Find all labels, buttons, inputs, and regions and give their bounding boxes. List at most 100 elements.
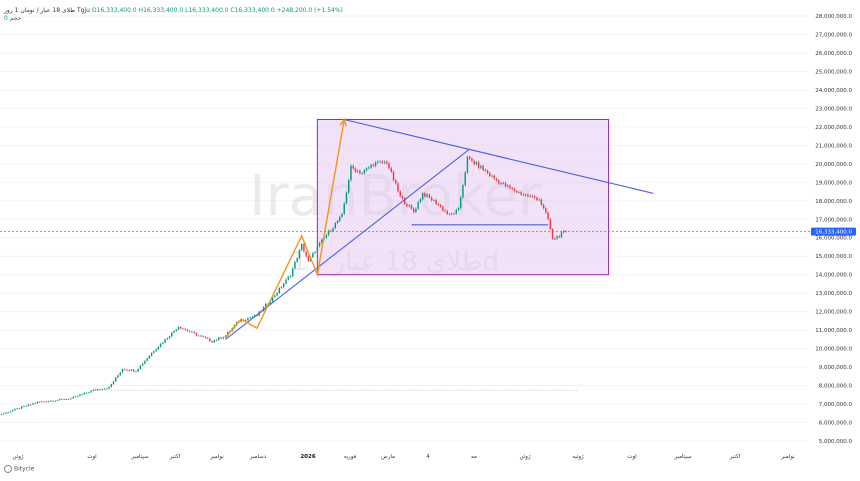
candle-body: [543, 205, 544, 209]
candle-body: [422, 193, 423, 199]
candle-body: [375, 163, 376, 166]
candle-body: [160, 344, 161, 347]
candle-body: [207, 338, 208, 339]
time-tick-label: سپتامبر: [130, 454, 149, 460]
candle-body: [249, 318, 250, 319]
time-tick-label: ژوئن: [12, 454, 23, 460]
candle-body: [449, 214, 450, 215]
candle-body: [408, 205, 409, 206]
price-tick-label: 11,000,000.0: [815, 328, 852, 334]
candle-body: [193, 332, 194, 333]
price-tick-label: 7,000,000.0: [819, 402, 853, 408]
candle-body: [299, 250, 300, 258]
bitycle-logo-icon: [4, 465, 12, 473]
candle-body: [301, 244, 302, 250]
candle-body: [173, 331, 174, 332]
candle-body: [68, 399, 69, 400]
candle-body: [50, 401, 51, 402]
candle-body: [108, 387, 109, 389]
candle-body: [417, 202, 418, 208]
candle-body: [554, 239, 555, 240]
candle-body: [21, 407, 22, 409]
candle-body: [514, 189, 515, 191]
candle-body: [406, 204, 407, 206]
price-tick-label: 15,000,000.0: [815, 254, 852, 260]
candle-body: [151, 353, 152, 356]
candle-body: [39, 402, 40, 403]
candle-body: [279, 288, 280, 293]
time-tick-label: اکتبر: [169, 453, 181, 460]
candle-body: [366, 168, 367, 170]
candle-body: [292, 269, 293, 277]
open-value: O16,333,400.0: [92, 7, 137, 14]
time-tick-label: 2026: [300, 454, 315, 460]
candle-body: [120, 373, 121, 376]
candle-body: [391, 168, 392, 171]
time-tick-label: اکتبر: [729, 453, 741, 460]
price-tick-label: 24,000,000.0: [815, 88, 852, 94]
time-tick-label: 4: [426, 454, 430, 460]
time-tick-label: ژوئیه: [572, 454, 584, 460]
candle-body: [214, 340, 215, 342]
candle-body: [518, 192, 519, 193]
candle-body: [59, 399, 60, 400]
candle-body: [41, 401, 42, 402]
candle-body: [223, 337, 224, 338]
candle-body: [37, 402, 38, 403]
candle-body: [341, 214, 342, 217]
candle-body: [453, 214, 454, 215]
candle-body: [34, 403, 35, 404]
volume-legend: حجم 0: [4, 15, 21, 22]
candle-body: [155, 349, 156, 351]
candle-body: [400, 191, 401, 196]
candle-body: [135, 371, 136, 372]
candle-body: [424, 193, 425, 196]
candle-body: [131, 370, 132, 371]
legend-header: طلای 18 عیار / تومان 1 روز Tgju O16,333,…: [4, 6, 343, 15]
candle-body: [520, 192, 521, 194]
candle-body: [14, 409, 15, 410]
symbol-name[interactable]: طلای 18 عیار / تومان 1 روز: [4, 7, 75, 14]
candle-body: [462, 185, 463, 197]
candle-body: [209, 338, 210, 341]
candle-body: [487, 171, 488, 173]
price-tick-label: 8,000,000.0: [819, 384, 853, 390]
time-tick-label: مارس: [381, 454, 395, 460]
footer-brand: Bitycle: [4, 465, 34, 473]
candle-body: [447, 211, 448, 214]
candle-body: [523, 194, 524, 195]
candle-body: [359, 171, 360, 174]
candle-body: [288, 277, 289, 280]
candle-body: [458, 208, 459, 210]
candle-body: [350, 166, 351, 181]
candle-body: [386, 162, 387, 164]
candle-body: [438, 204, 439, 205]
candle-body: [442, 207, 443, 211]
candle-body: [319, 243, 320, 246]
candle-body: [550, 219, 551, 229]
candle-body: [308, 256, 309, 260]
candle-body: [373, 165, 374, 166]
candle-body: [429, 195, 430, 198]
price-tick-label: 10,000,000.0: [815, 347, 852, 353]
candle-body: [178, 327, 179, 330]
candle-body: [158, 347, 159, 350]
candle-body: [480, 166, 481, 168]
candle-body: [23, 406, 24, 407]
candle-body: [48, 401, 49, 402]
candle-body: [61, 399, 62, 400]
price-tick-label: 21,000,000.0: [815, 143, 852, 149]
candle-body: [164, 339, 165, 342]
price-tick-label: 28,000,000.0: [815, 14, 852, 20]
candle-body: [184, 329, 185, 330]
candle-body: [303, 244, 304, 252]
candle-body: [431, 197, 432, 200]
candle-body: [211, 341, 212, 342]
candle-body: [55, 401, 56, 402]
candle-body: [115, 377, 116, 381]
candle-body: [153, 351, 154, 353]
candle-body: [525, 195, 526, 196]
candle-body: [128, 370, 129, 371]
